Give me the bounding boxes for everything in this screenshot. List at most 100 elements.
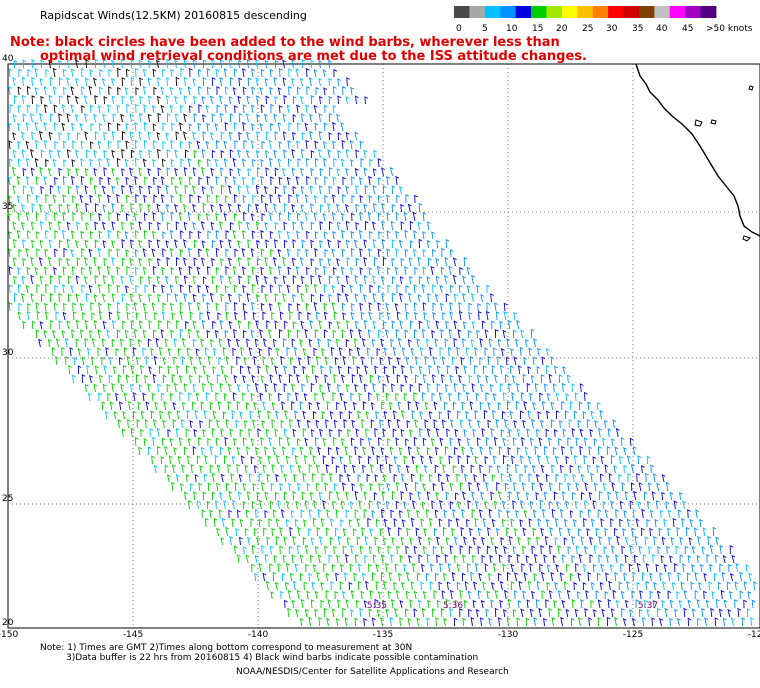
wind-barb (456, 500, 461, 510)
wind-barb (283, 94, 288, 105)
wind-barb (66, 95, 71, 105)
wind-barb (552, 555, 557, 564)
wind-barb (64, 337, 69, 348)
wind-barb (652, 599, 657, 609)
wind-barb (483, 365, 487, 375)
offshore-islands (694, 85, 754, 242)
wind-barb (270, 591, 275, 600)
wind-barb (694, 571, 699, 582)
wind-barb (477, 303, 482, 312)
wind-barb (224, 329, 229, 339)
wind-barb (188, 247, 192, 258)
wind-barb (197, 284, 202, 294)
wind-barb (593, 544, 598, 555)
wind-barb (275, 491, 279, 501)
wind-barb (21, 203, 25, 213)
wind-barb (265, 239, 270, 249)
wind-barb (215, 176, 220, 186)
wind-barb (367, 329, 372, 339)
wind-barb (372, 185, 377, 195)
wind-barb (569, 401, 574, 411)
wind-barb (457, 437, 462, 447)
wind-barb (99, 374, 103, 384)
wind-barb (472, 536, 477, 546)
wind-barb (296, 230, 300, 240)
wind-barb (111, 239, 116, 249)
wind-barb (405, 438, 409, 447)
wind-barb (523, 510, 528, 519)
lat-label: 20 (2, 618, 14, 628)
wind-barb (420, 455, 425, 465)
wind-barb (30, 256, 35, 267)
wind-barb (433, 401, 438, 411)
wind-barb (166, 257, 171, 267)
wind-barb (532, 509, 537, 519)
wind-barb (17, 284, 22, 294)
wind-barb (189, 193, 194, 204)
wind-barb (568, 418, 573, 429)
wind-barb (609, 564, 614, 573)
wind-barb (278, 436, 283, 447)
wind-barb (407, 446, 412, 456)
wind-barb (239, 365, 244, 375)
wind-barb (492, 409, 496, 420)
wind-barb (558, 437, 562, 447)
wind-barb (227, 401, 232, 411)
wind-barb (471, 383, 476, 393)
wind-barb (157, 293, 162, 303)
wind-barb (416, 338, 421, 348)
wind-barb (206, 302, 211, 312)
wind-barb (261, 419, 266, 429)
wind-barb (540, 545, 545, 555)
wind-barb (314, 590, 319, 600)
wind-barb (359, 140, 364, 150)
wind-barb (8, 68, 13, 78)
wind-barb (138, 239, 143, 249)
wind-barb (165, 204, 170, 213)
wind-barb (179, 310, 184, 321)
wind-barb (16, 195, 21, 204)
wind-barb (280, 509, 285, 519)
wind-barb (545, 364, 550, 375)
wind-barb (111, 221, 116, 231)
wind-barb (336, 554, 340, 564)
wind-barb (341, 139, 346, 150)
wind-barb (169, 229, 174, 240)
wind-barb (655, 500, 660, 510)
wind-barb (517, 536, 522, 546)
wind-barb (566, 589, 571, 600)
wind-barb (502, 454, 507, 465)
wind-barb (488, 617, 493, 627)
wind-barb (455, 517, 460, 528)
wind-barb (22, 239, 26, 249)
wind-barb (449, 607, 454, 618)
coastline (635, 63, 760, 237)
wind-barb (386, 194, 390, 204)
wind-barb (333, 311, 338, 321)
wind-barb (428, 410, 433, 420)
wind-barb (391, 292, 396, 303)
wind-barb (516, 400, 520, 411)
wind-barb (531, 545, 536, 555)
wind-barb (428, 365, 433, 375)
wind-barb (341, 329, 346, 339)
wind-barb (265, 95, 270, 105)
wind-barb (98, 158, 103, 168)
wind-barb (428, 455, 433, 465)
legend-swatch (500, 6, 517, 18)
wind-barb (467, 562, 471, 573)
wind-barb (409, 537, 414, 546)
wind-barb (40, 149, 45, 159)
wind-barb (142, 347, 147, 357)
wind-barb (421, 328, 426, 339)
wind-barb (182, 257, 187, 267)
wind-barb (470, 464, 475, 474)
wind-barb (338, 346, 343, 357)
wind-barb (620, 563, 624, 573)
wind-barb (205, 104, 210, 114)
wind-barb (403, 455, 408, 465)
wind-barb (256, 95, 260, 105)
island (694, 119, 703, 127)
wind-barb (247, 491, 251, 501)
wind-barb (237, 149, 242, 159)
